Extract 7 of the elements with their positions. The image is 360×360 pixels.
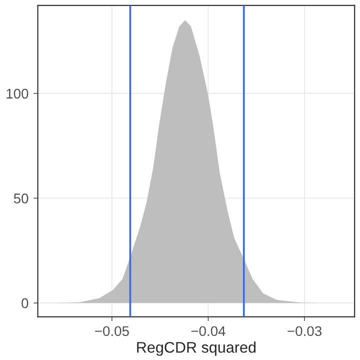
x-tick-label: −0.05 xyxy=(95,326,129,336)
x-tick-label: −0.04 xyxy=(191,326,226,336)
x-tick-label: −0.03 xyxy=(288,326,322,336)
y-tick-label: 100 xyxy=(6,88,28,99)
x-axis-title: RegCDR squared xyxy=(137,342,256,356)
y-tick-label: 0 xyxy=(22,298,28,308)
y-tick-label: 50 xyxy=(14,194,28,204)
